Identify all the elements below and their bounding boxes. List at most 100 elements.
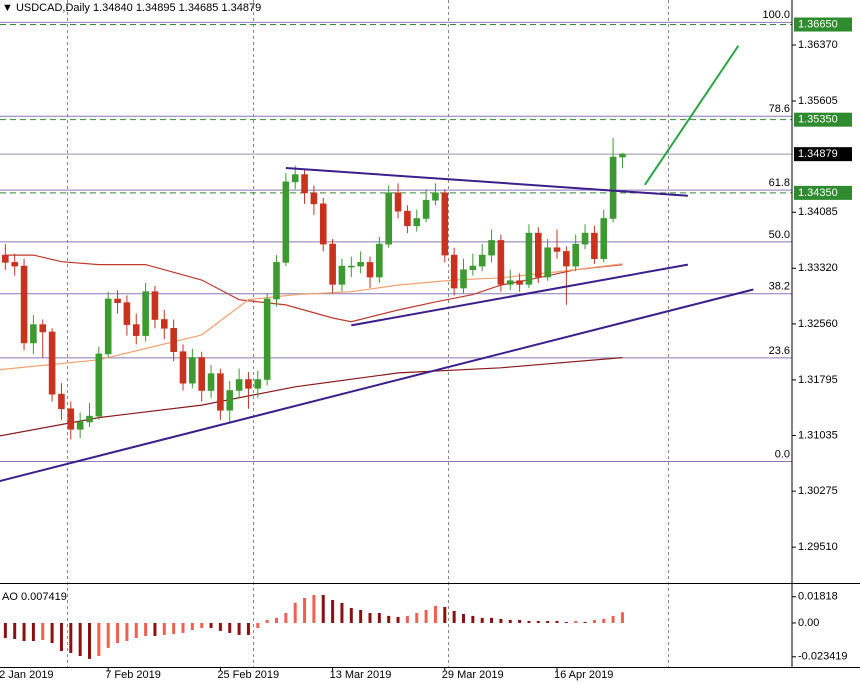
y-tick-label: 1.35605 [798,95,838,107]
ao-bar [144,622,148,636]
ao-bar [518,619,522,623]
ao-bar [462,614,465,623]
candle-body [394,192,402,212]
ao-bar [265,619,269,623]
candle-body [132,324,140,336]
candle-body [245,379,252,389]
ao-bar [78,622,82,657]
candle-body [67,408,75,430]
ao-bar [200,622,204,629]
low-label: 1.34685 [179,2,219,14]
ao-bar [106,622,110,648]
candle-body [329,243,336,285]
y-tick-label: 1.29510 [798,541,838,553]
ao-bar [181,622,185,633]
candle-body [319,203,327,245]
ao-bar [256,622,260,629]
ao-bar [134,622,138,638]
candle-body [282,181,290,263]
candle-body [151,291,159,320]
price-tag-label: 1.35350 [798,114,838,126]
fib-label: 0.0 [775,448,790,460]
trendline [285,166,688,197]
close-label: 1.34879 [221,2,261,14]
x-tick-label: 16 Apr 2019 [554,669,613,681]
ao-bar [228,622,232,633]
ao-bar [490,617,494,623]
ao-bar [125,622,129,642]
candle-body [450,254,458,289]
candle-body [553,247,561,252]
ao-bar [190,622,194,631]
ao-bar [499,618,503,623]
candle-body [488,240,495,256]
candle-body [347,265,355,268]
ao-bar [574,620,578,623]
ao-bar [349,607,353,623]
candle-body [441,192,449,256]
ao-panel [3,594,624,659]
candle-body [422,199,430,219]
candle-body [263,298,271,380]
candle-body [226,390,234,411]
fib-label: 78.6 [769,103,790,115]
candle-body [30,324,37,344]
candle-body [198,357,205,391]
candle-body [179,351,187,384]
ao-bar [321,594,325,623]
trendline [0,288,754,483]
candle-body [338,265,346,285]
ao-bar [59,622,63,651]
y-tick-label: 1.32560 [798,318,838,330]
candle-body [609,156,617,219]
open-label: 1.34840 [93,2,133,14]
ao-bar [284,613,288,623]
candle-body [516,280,523,285]
fib-label: 23.6 [769,345,790,357]
ao-y-tick-label: 0.01818 [798,591,838,603]
candle-body [95,353,103,417]
ao-bar [3,622,7,638]
current-price-label: 1.34879 [798,148,838,160]
candle-body [525,232,533,285]
candle-body [506,280,514,285]
ao-bar [536,620,540,623]
candle-body [48,331,56,395]
ao-bar [31,622,35,642]
y-tick-label: 1.30275 [798,485,838,497]
high-label: 1.34895 [136,2,176,14]
ao-bar [97,622,101,657]
ao-bar [405,615,409,623]
candle-body [600,218,608,260]
ao-bar [209,622,213,629]
ao-bar [564,621,568,623]
candle-body [591,232,598,260]
candle-body [161,319,168,329]
ao-header: AO 0.007419 [2,591,67,603]
ao-value: 0.007419 [21,591,67,603]
candle-body [301,174,308,194]
candle-body [572,243,580,267]
ao-bar [546,620,550,623]
ao-title: AO [2,591,18,603]
current-price-tag [794,147,852,162]
ao-bar [620,612,624,623]
candle-body [385,192,393,245]
price-tag [794,17,852,32]
ao-bar [377,613,381,623]
ao-bar [443,606,447,623]
candle-body [123,302,131,325]
ao-bar [555,620,559,623]
x-tick-label: 7 Feb 2019 [105,669,161,681]
candle-body [170,327,177,353]
x-tick-label: 13 Mar 2019 [330,669,392,681]
candle-body [544,247,551,278]
ao-bar [424,609,428,623]
fib-label: 50.0 [769,229,790,241]
fib-label: 61.8 [769,177,790,189]
ao-bar [592,619,596,623]
y-tick-label: 1.31035 [798,429,838,441]
ao-bar [312,594,316,623]
ao-bar [303,597,307,623]
